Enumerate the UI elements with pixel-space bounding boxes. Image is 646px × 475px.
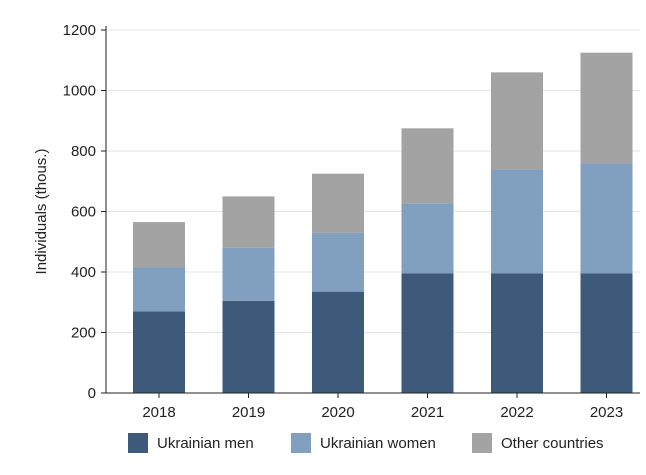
- x-axis-ticks: 2018 2019 2020 2021 2022 2023: [142, 393, 623, 421]
- bar-ukrainian-women-2019: [222, 247, 275, 301]
- bars: [133, 52, 633, 393]
- x-tick-label-2020: 2020: [321, 404, 354, 421]
- bar-ukrainian-women-2021: [401, 203, 454, 274]
- legend-item-other-countries: Other countries: [472, 428, 604, 458]
- bar-ukrainian-men-2021: [401, 273, 454, 393]
- y-tick-label: 1200: [63, 22, 96, 39]
- x-tick-label-2021: 2021: [411, 404, 444, 421]
- legend-item-ukrainian-men: Ukrainian men: [128, 428, 254, 458]
- x-tick-label-2018: 2018: [142, 404, 175, 421]
- bar-ukrainian-women-2023: [580, 163, 633, 274]
- bar-other-countries-2018: [133, 222, 185, 268]
- bar-ukrainian-men-2019: [222, 300, 275, 393]
- legend: Ukrainian men Ukrainian women Other countr…: [0, 428, 646, 458]
- y-axis-title: Individuals (thous.): [33, 149, 50, 275]
- legend-label-ukrainian-men: Ukrainian men: [157, 434, 254, 452]
- x-tick-label-2019: 2019: [232, 404, 265, 421]
- x-tick-label-2022: 2022: [500, 404, 533, 421]
- legend-swatch-ukrainian-men: [128, 433, 148, 453]
- y-tick-label: 800: [71, 143, 96, 160]
- bar-ukrainian-men-2020: [312, 291, 364, 393]
- y-tick-label: 200: [71, 325, 96, 342]
- bar-other-countries-2021: [401, 128, 454, 204]
- y-tick-label: 0: [88, 385, 96, 402]
- gridlines: [106, 29, 640, 333]
- y-axis-ticks: 0 200 400 600 800 1000 1200: [63, 22, 106, 402]
- bar-ukrainian-women-2018: [133, 267, 185, 312]
- bar-ukrainian-men-2022: [491, 273, 543, 393]
- y-tick-label: 400: [71, 264, 96, 281]
- y-tick-label: 1000: [63, 83, 96, 100]
- bar-other-countries-2020: [312, 173, 364, 233]
- bar-ukrainian-women-2022: [491, 169, 543, 274]
- y-tick-label: 600: [71, 204, 96, 221]
- bar-ukrainian-men-2023: [580, 273, 633, 393]
- x-tick-label-2023: 2023: [590, 404, 623, 421]
- bar-other-countries-2019: [222, 196, 275, 248]
- legend-swatch-other-countries: [472, 433, 492, 453]
- legend-swatch-ukrainian-women: [291, 433, 311, 453]
- legend-label-other-countries: Other countries: [501, 434, 604, 452]
- legend-label-ukrainian-women: Ukrainian women: [320, 434, 436, 452]
- bar-ukrainian-women-2020: [312, 232, 364, 292]
- legend-item-ukrainian-women: Ukrainian women: [291, 428, 436, 458]
- bar-ukrainian-men-2018: [133, 311, 185, 393]
- bar-other-countries-2023: [580, 52, 633, 164]
- bar-other-countries-2022: [491, 72, 543, 170]
